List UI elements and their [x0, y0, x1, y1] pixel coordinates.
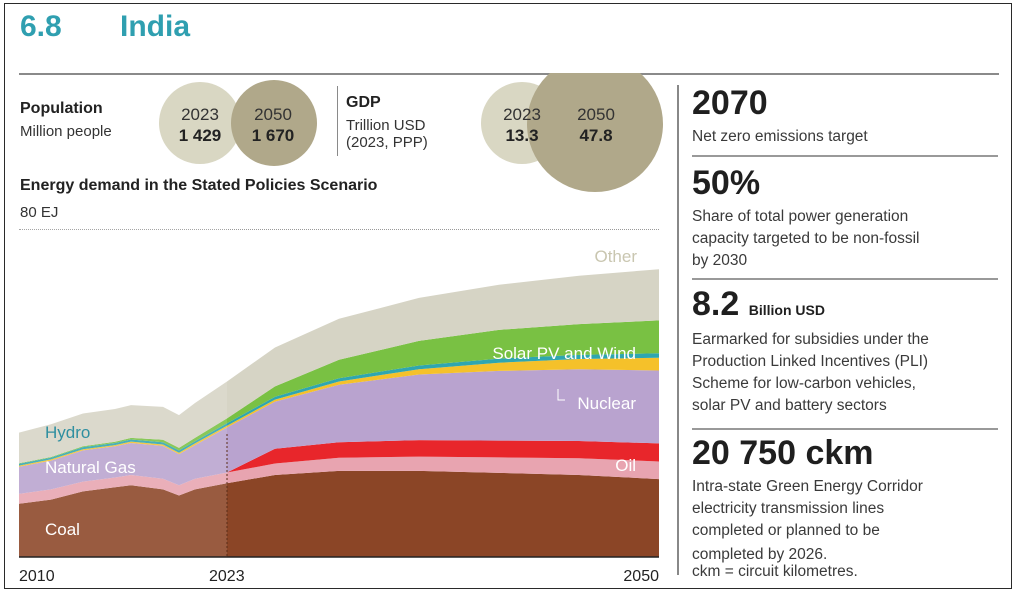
series-label-coal: Coal: [45, 520, 80, 539]
gdp-year-2050: 2050: [577, 105, 615, 124]
fact-4-headline: 20 750 ckm: [692, 434, 874, 472]
fact-1-desc-line: Net zero emissions target: [692, 128, 868, 145]
fact-3-desc-line: Earmarked for subsidies under the: [692, 331, 929, 348]
coal-area: [19, 470, 659, 557]
population-year-2050: 2050: [254, 105, 292, 124]
solar-wind-area: [19, 320, 659, 464]
fact-4-desc-line: Intra-state Green Energy Corridor: [692, 478, 923, 495]
series-label-hydro: Hydro: [45, 423, 90, 442]
population-2023-circle: [159, 82, 241, 164]
fact-4-desc-line: completed or planned to be: [692, 522, 880, 539]
gdp-unit-line1: Trillion USD: [346, 117, 426, 134]
fact-4-desc-line: completed by 2026.: [692, 546, 828, 563]
series-label-solar-wind: Solar PV and Wind: [492, 344, 636, 363]
fact-3-value: 8.2: [692, 285, 740, 323]
fact-3-headline: 8.2 Billion USD: [692, 285, 825, 324]
gdp-label: GDP: [346, 94, 381, 111]
historical-shading: [19, 229, 227, 557]
figure-frame: [4, 3, 1012, 589]
fact-3-desc: Earmarked for subsidies under the Produc…: [692, 329, 992, 417]
population-value-2050: 1 670: [251, 126, 295, 145]
oil-area: [19, 440, 659, 494]
nuclear-area: [19, 357, 659, 467]
natural-gas-area: [19, 456, 659, 504]
gdp-value-2050: 47.8: [579, 126, 613, 145]
population-year-2023: 2023: [181, 105, 219, 124]
fact-3-desc-line: solar PV and battery sectors: [692, 397, 887, 414]
fact-3-unit: Billion USD: [748, 302, 825, 318]
population-label: Population: [20, 100, 103, 117]
fact-2-desc-line: Share of total power generation: [692, 208, 909, 225]
population-2050-circle: [231, 80, 317, 166]
fact-divider-2: [692, 278, 998, 280]
fact-4-desc-line: electricity transmission lines: [692, 500, 885, 517]
population-unit: Million people: [20, 123, 112, 140]
other-area: [19, 269, 659, 464]
fact-4-desc-line: ckm = circuit kilometres.: [692, 563, 858, 580]
fact-2-desc: Share of total power generation capacity…: [692, 206, 992, 272]
fact-2-desc-line: capacity targeted to be non-fossil: [692, 230, 920, 247]
series-label-natural-gas: Natural Gas: [45, 458, 136, 477]
gdp-2050-circle: [527, 73, 663, 192]
fact-divider-1: [692, 155, 998, 157]
chart-title: Energy demand in the Stated Policies Sce…: [20, 177, 378, 194]
fact-1-headline: 2070: [692, 84, 768, 122]
fact-2-headline: 50%: [692, 164, 761, 202]
fact-2-desc-line: by 2030: [692, 252, 748, 269]
series-label-other: Other: [594, 247, 637, 266]
right-panel-divider: [677, 85, 679, 575]
fact-1-desc: Net zero emissions target: [692, 126, 992, 148]
fact-4-desc: Intra-state Green Energy Corridor electr…: [692, 476, 992, 580]
x-tick-label: 2023: [209, 568, 245, 585]
fact-3-desc-line: Scheme for low-carbon vehicles,: [692, 375, 916, 392]
population-gdp-divider: [337, 86, 338, 156]
x-tick-label: 2050: [623, 568, 659, 585]
y-axis-max-label: 80 EJ: [20, 204, 59, 221]
fact-divider-3: [692, 428, 998, 430]
y-max-gridline: [19, 229, 659, 230]
section-number: 6.8: [20, 10, 62, 43]
population-value-2023: 1 429: [178, 126, 222, 145]
country-title: India: [120, 10, 191, 43]
gdp-year-2023: 2023: [503, 105, 541, 124]
nuclear-leader-line: [557, 389, 565, 401]
header-divider: [19, 73, 999, 75]
fact-3-desc-line: Production Linked Incentives (PLI): [692, 353, 929, 370]
series-label-oil: Oil: [615, 456, 636, 475]
gdp-unit-line2: (2023, PPP): [346, 134, 428, 151]
x-tick-label: 2010: [19, 568, 55, 585]
other-liquids-area: [19, 369, 659, 494]
series-label-nuclear: Nuclear: [577, 394, 636, 413]
gdp-value-2023: 13.3: [505, 126, 539, 145]
